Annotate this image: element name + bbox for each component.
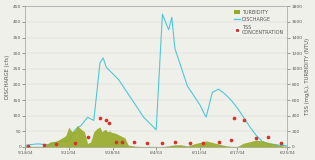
Point — [132, 141, 137, 144]
Point — [278, 142, 284, 144]
Point — [41, 144, 46, 146]
Point — [241, 119, 246, 122]
Point — [188, 142, 193, 144]
Point — [228, 138, 233, 141]
Point — [160, 142, 165, 144]
Point — [200, 142, 205, 144]
Point — [104, 119, 109, 122]
Point — [113, 140, 118, 143]
Point — [144, 142, 149, 144]
Point — [172, 141, 177, 144]
Point — [232, 117, 237, 120]
Y-axis label: TSS (mg/L), TURBIDITY (NTU): TSS (mg/L), TURBIDITY (NTU) — [305, 38, 310, 115]
Point — [107, 121, 112, 124]
Point — [254, 137, 259, 139]
Point — [266, 136, 271, 139]
Point — [26, 144, 31, 147]
Point — [85, 136, 90, 139]
Legend: TURBIDITY, DISCHARGE, TSS
CONCENTRATION: TURBIDITY, DISCHARGE, TSS CONCENTRATION — [233, 9, 285, 36]
Point — [119, 141, 124, 143]
Point — [98, 116, 103, 119]
Y-axis label: DISCHARGE (cfs): DISCHARGE (cfs) — [5, 55, 10, 99]
Point — [54, 143, 59, 145]
Point — [72, 142, 77, 144]
Point — [216, 141, 221, 144]
